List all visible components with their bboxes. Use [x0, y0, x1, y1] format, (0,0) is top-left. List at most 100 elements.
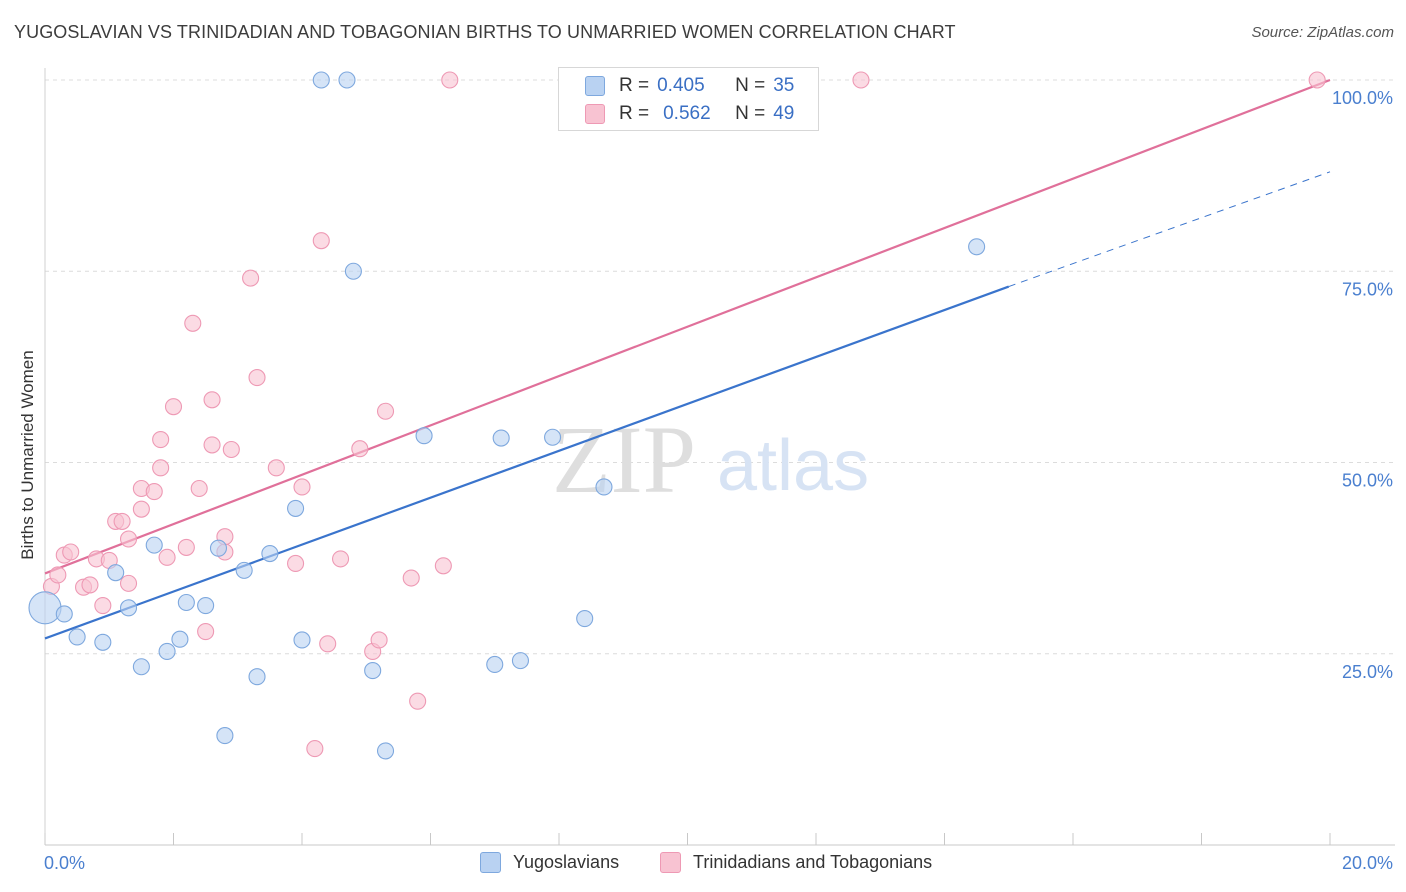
- point-trinidadians: [62, 543, 80, 561]
- point-yugoslavians: [132, 658, 150, 676]
- point-trinidadians: [119, 574, 138, 592]
- tick-labels: 25.0% 50.0% 75.0% 100.0% 0.0% 20.0%: [44, 88, 1393, 873]
- point-trinidadians: [184, 314, 202, 332]
- point-trinidadians: [177, 538, 195, 556]
- point-trinidadians: [132, 500, 150, 518]
- point-yugoslavians: [119, 599, 138, 617]
- point-trinidadians: [49, 566, 67, 584]
- point-yugoslavians: [248, 668, 266, 686]
- point-yugoslavians: [145, 536, 163, 554]
- x-tick-label: 20.0%: [1342, 853, 1393, 873]
- point-trinidadians: [222, 440, 240, 459]
- point-trinidadians: [248, 369, 266, 387]
- point-trinidadians: [852, 71, 870, 89]
- y-tick-label: 75.0%: [1342, 279, 1393, 299]
- point-yugoslavians: [364, 662, 382, 680]
- legend-item-yugoslavians: Yugoslavians: [480, 852, 619, 873]
- source-label: Source: ZipAtlas.com: [1251, 24, 1394, 41]
- point-trinidadians: [287, 554, 305, 573]
- legend-row-yugoslavians: R = 0.405 N = 35: [585, 74, 794, 98]
- trend-line-yugoslavians: [44, 285, 1010, 640]
- point-trinidadians: [1308, 71, 1326, 89]
- y-tick-label: 50.0%: [1342, 471, 1393, 491]
- series-legend: Yugoslavians Trinidadians and Tobagonian…: [0, 852, 1406, 876]
- point-yugoslavians: [287, 499, 305, 517]
- point-yugoslavians: [177, 593, 195, 612]
- point-trinidadians: [190, 479, 208, 498]
- trend-lines: [44, 78, 1331, 640]
- point-trinidadians: [331, 550, 350, 568]
- legend-item-trinidadians: Trinidadians and Tobagonians: [660, 852, 932, 873]
- axes: [44, 68, 1395, 846]
- legend-swatch-pink: [660, 852, 681, 873]
- trend-line-trinidadians: [44, 78, 1331, 575]
- point-yugoslavians: [235, 561, 253, 579]
- point-trinidadians: [203, 436, 221, 454]
- point-yugoslavians: [28, 591, 62, 625]
- point-trinidadians: [312, 232, 330, 250]
- point-trinidadians: [119, 530, 138, 548]
- point-yugoslavians: [376, 742, 395, 760]
- stats-legend: R = 0.405 N = 35 R = 0.562 N = 49: [558, 67, 819, 131]
- point-yugoslavians: [158, 642, 176, 661]
- legend-n-label: N =: [735, 75, 766, 96]
- point-trinidadians: [152, 430, 170, 449]
- y-axis-label: Births to Unmarried Women: [18, 350, 37, 560]
- point-trinidadians: [152, 459, 170, 477]
- watermark-atlas: atlas: [717, 426, 869, 506]
- legend-n-value: 49: [773, 103, 795, 124]
- point-trinidadians: [145, 483, 163, 501]
- point-yugoslavians: [216, 727, 234, 745]
- legend-swatch-blue: [480, 852, 501, 873]
- point-trinidadians: [242, 269, 260, 287]
- point-trinidadians: [197, 623, 215, 641]
- point-yugoslavians: [544, 428, 562, 446]
- legend-label-trinidadians: Trinidadians and Tobagonians: [693, 852, 933, 872]
- point-trinidadians: [319, 635, 337, 653]
- legend-swatch-blue: [585, 76, 605, 96]
- legend-r-value: 0.405: [657, 75, 705, 96]
- legend-n-label: N =: [735, 103, 766, 124]
- point-yugoslavians: [55, 605, 73, 623]
- legend-row-trinidadians: R = 0.562 N = 49: [585, 102, 794, 126]
- data-points: [28, 71, 1326, 760]
- point-trinidadians: [267, 459, 285, 477]
- legend-r-label: R =: [619, 103, 650, 124]
- point-yugoslavians: [261, 544, 279, 563]
- point-trinidadians: [94, 597, 112, 615]
- legend-label-yugoslavians: Yugoslavians: [513, 852, 620, 872]
- legend-r-label: R =: [619, 75, 650, 96]
- point-trinidadians: [113, 512, 131, 530]
- point-trinidadians: [203, 391, 221, 409]
- point-yugoslavians: [171, 630, 189, 648]
- point-trinidadians: [306, 740, 324, 758]
- point-yugoslavians: [197, 597, 215, 615]
- point-trinidadians: [81, 576, 99, 594]
- point-trinidadians: [293, 478, 311, 496]
- point-trinidadians: [402, 569, 420, 587]
- point-yugoslavians: [293, 631, 311, 649]
- point-yugoslavians: [415, 427, 433, 445]
- point-trinidadians: [441, 71, 459, 89]
- point-yugoslavians: [576, 610, 594, 628]
- point-trinidadians: [351, 440, 369, 458]
- trend-extension-yugoslavians: [1008, 171, 1331, 288]
- point-yugoslavians: [595, 478, 613, 496]
- point-yugoslavians: [344, 262, 362, 280]
- watermark-zip: ZIP: [552, 406, 696, 513]
- point-trinidadians: [158, 548, 176, 566]
- point-yugoslavians: [492, 429, 510, 447]
- legend-r-value: 0.562: [663, 103, 711, 124]
- y-tick-label: 100.0%: [1332, 88, 1393, 108]
- y-tick-label: 25.0%: [1342, 662, 1393, 682]
- point-trinidadians: [434, 557, 452, 575]
- point-trinidadians: [164, 398, 183, 416]
- legend-n-value: 35: [773, 75, 795, 96]
- point-yugoslavians: [511, 652, 530, 670]
- point-trinidadians: [370, 631, 388, 649]
- point-yugoslavians: [107, 564, 125, 582]
- point-yugoslavians: [94, 633, 112, 651]
- chart-title: YUGOSLAVIAN VS TRINIDADIAN AND TOBAGONIA…: [14, 22, 956, 42]
- point-yugoslavians: [968, 238, 986, 256]
